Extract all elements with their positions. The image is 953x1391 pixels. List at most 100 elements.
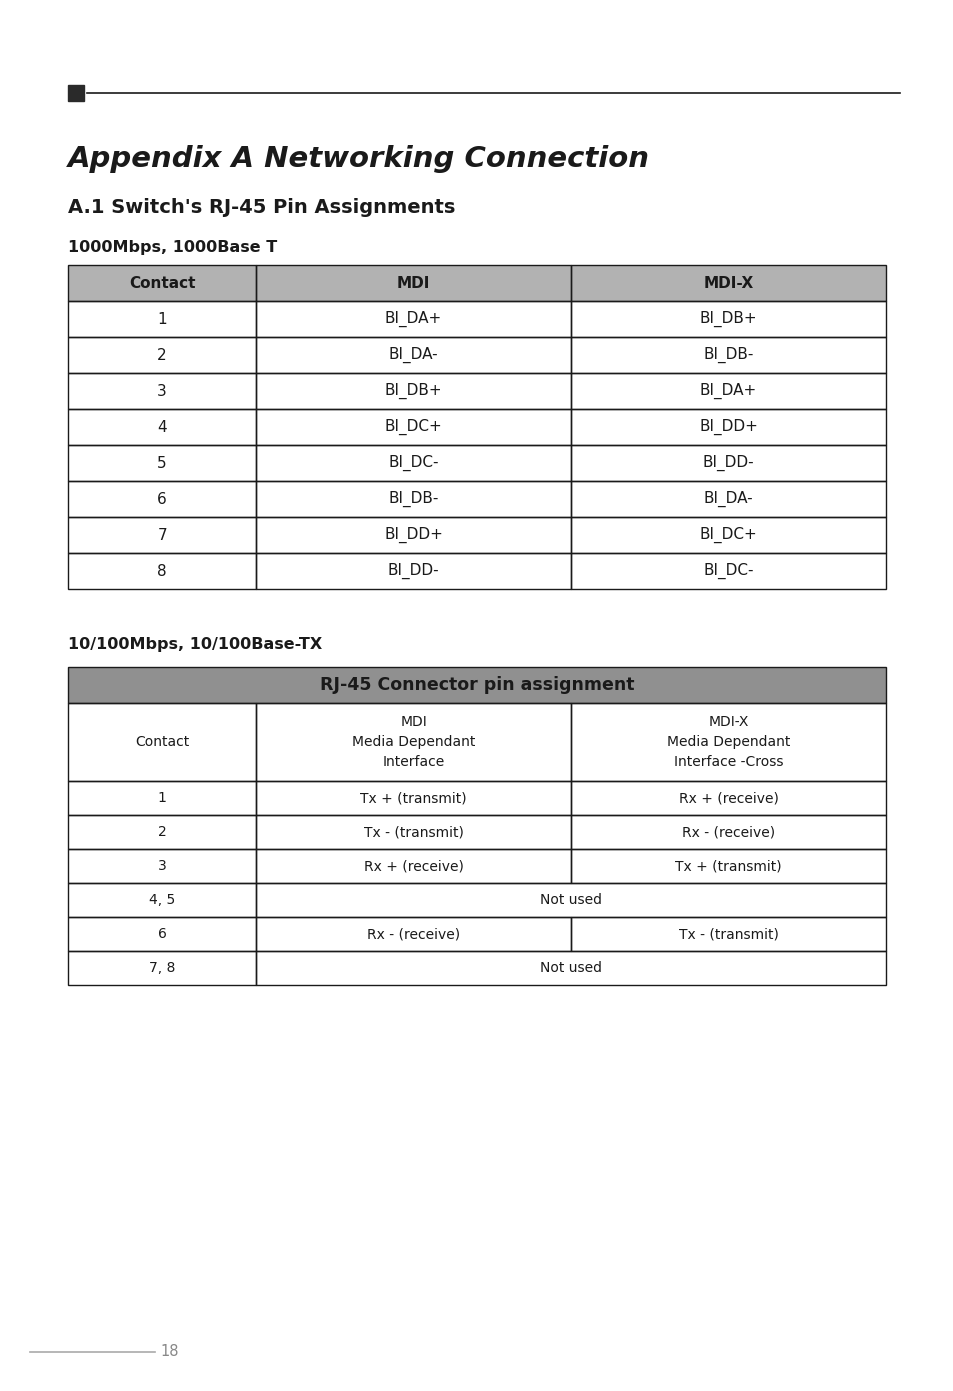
Text: BI_DA+: BI_DA+ xyxy=(385,312,442,327)
Bar xyxy=(255,780,571,815)
Bar xyxy=(255,517,571,554)
Bar xyxy=(68,517,255,554)
Text: 2: 2 xyxy=(157,348,167,363)
Bar xyxy=(68,337,255,373)
Bar xyxy=(255,266,571,300)
Bar xyxy=(255,917,571,951)
Text: BI_DA-: BI_DA- xyxy=(703,491,753,508)
Bar xyxy=(68,917,255,951)
Bar xyxy=(255,445,571,481)
Bar xyxy=(68,409,255,445)
Bar xyxy=(255,702,571,780)
Text: BI_DC-: BI_DC- xyxy=(388,455,438,472)
Text: Rx + (receive): Rx + (receive) xyxy=(678,791,778,805)
Bar xyxy=(68,883,255,917)
Text: 6: 6 xyxy=(157,491,167,506)
Text: Not used: Not used xyxy=(539,961,601,975)
Bar xyxy=(68,815,255,849)
Text: BI_DD-: BI_DD- xyxy=(702,455,754,472)
Text: 2: 2 xyxy=(157,825,166,839)
Text: 18: 18 xyxy=(160,1345,178,1359)
Text: 5: 5 xyxy=(157,455,167,470)
Bar xyxy=(68,554,255,588)
Text: Contact: Contact xyxy=(134,734,189,748)
Bar xyxy=(571,917,885,951)
Text: Contact: Contact xyxy=(129,275,195,291)
Bar xyxy=(68,849,255,883)
Bar xyxy=(571,409,885,445)
Bar xyxy=(255,373,571,409)
Text: BI_DB+: BI_DB+ xyxy=(699,312,757,327)
Text: BI_DD-: BI_DD- xyxy=(387,563,439,579)
Text: 1: 1 xyxy=(157,791,167,805)
Text: MDI-X: MDI-X xyxy=(702,275,753,291)
Text: Tx - (transmit): Tx - (transmit) xyxy=(363,825,463,839)
Text: 3: 3 xyxy=(157,860,166,874)
Bar xyxy=(68,702,255,780)
Bar xyxy=(68,373,255,409)
Text: 1: 1 xyxy=(157,312,167,327)
Bar xyxy=(255,849,571,883)
Text: BI_DC-: BI_DC- xyxy=(702,563,753,579)
Bar xyxy=(571,517,885,554)
Text: Rx - (receive): Rx - (receive) xyxy=(681,825,774,839)
Text: 4: 4 xyxy=(157,420,167,434)
Bar xyxy=(68,481,255,517)
Bar xyxy=(571,337,885,373)
Bar xyxy=(255,883,885,917)
Bar xyxy=(255,266,571,300)
Text: Not used: Not used xyxy=(539,893,601,907)
Text: 3: 3 xyxy=(157,384,167,398)
Text: BI_DC+: BI_DC+ xyxy=(384,419,442,435)
Bar xyxy=(255,815,571,849)
Bar xyxy=(68,85,84,102)
Text: Rx + (receive): Rx + (receive) xyxy=(363,860,463,874)
Text: BI_DD+: BI_DD+ xyxy=(384,527,442,542)
Bar xyxy=(571,266,885,300)
Bar xyxy=(571,702,885,780)
Bar xyxy=(571,815,885,849)
Text: 7: 7 xyxy=(157,527,167,542)
Text: RJ-45 Connector pin assignment: RJ-45 Connector pin assignment xyxy=(319,676,634,694)
Bar xyxy=(68,668,885,702)
Bar xyxy=(255,481,571,517)
Bar xyxy=(571,266,885,300)
Text: BI_DB-: BI_DB- xyxy=(702,346,753,363)
Bar xyxy=(255,409,571,445)
Bar xyxy=(255,951,885,985)
Text: MDI
Media Dependant
Interface: MDI Media Dependant Interface xyxy=(352,715,475,768)
Text: 10/100Mbps, 10/100Base-TX: 10/100Mbps, 10/100Base-TX xyxy=(68,637,322,652)
Text: MDI-X
Media Dependant
Interface -Cross: MDI-X Media Dependant Interface -Cross xyxy=(666,715,789,768)
Text: A.1 Switch's RJ-45 Pin Assignments: A.1 Switch's RJ-45 Pin Assignments xyxy=(68,198,455,217)
Text: BI_DA+: BI_DA+ xyxy=(700,383,757,399)
Text: BI_DA-: BI_DA- xyxy=(389,346,438,363)
Bar xyxy=(255,300,571,337)
Bar xyxy=(255,337,571,373)
Bar xyxy=(255,554,571,588)
Text: BI_DB-: BI_DB- xyxy=(388,491,438,508)
Bar xyxy=(571,780,885,815)
Bar xyxy=(571,373,885,409)
Bar xyxy=(68,445,255,481)
Text: 6: 6 xyxy=(157,926,167,940)
Text: Appendix A Networking Connection: Appendix A Networking Connection xyxy=(68,145,649,172)
Bar xyxy=(68,266,255,300)
Text: BI_DD+: BI_DD+ xyxy=(699,419,758,435)
Bar xyxy=(68,951,255,985)
Bar xyxy=(68,266,255,300)
Text: 8: 8 xyxy=(157,563,167,579)
Text: Tx - (transmit): Tx - (transmit) xyxy=(678,926,778,940)
Bar xyxy=(571,554,885,588)
Bar xyxy=(571,300,885,337)
Text: MDI: MDI xyxy=(396,275,430,291)
Text: BI_DC+: BI_DC+ xyxy=(699,527,757,542)
Text: 4, 5: 4, 5 xyxy=(149,893,175,907)
Text: Tx + (transmit): Tx + (transmit) xyxy=(675,860,781,874)
Text: 1000Mbps, 1000Base T: 1000Mbps, 1000Base T xyxy=(68,241,277,255)
Bar xyxy=(68,668,885,702)
Bar xyxy=(571,445,885,481)
Text: Tx + (transmit): Tx + (transmit) xyxy=(360,791,466,805)
Text: BI_DB+: BI_DB+ xyxy=(384,383,442,399)
Text: Rx - (receive): Rx - (receive) xyxy=(367,926,459,940)
Bar xyxy=(68,300,255,337)
